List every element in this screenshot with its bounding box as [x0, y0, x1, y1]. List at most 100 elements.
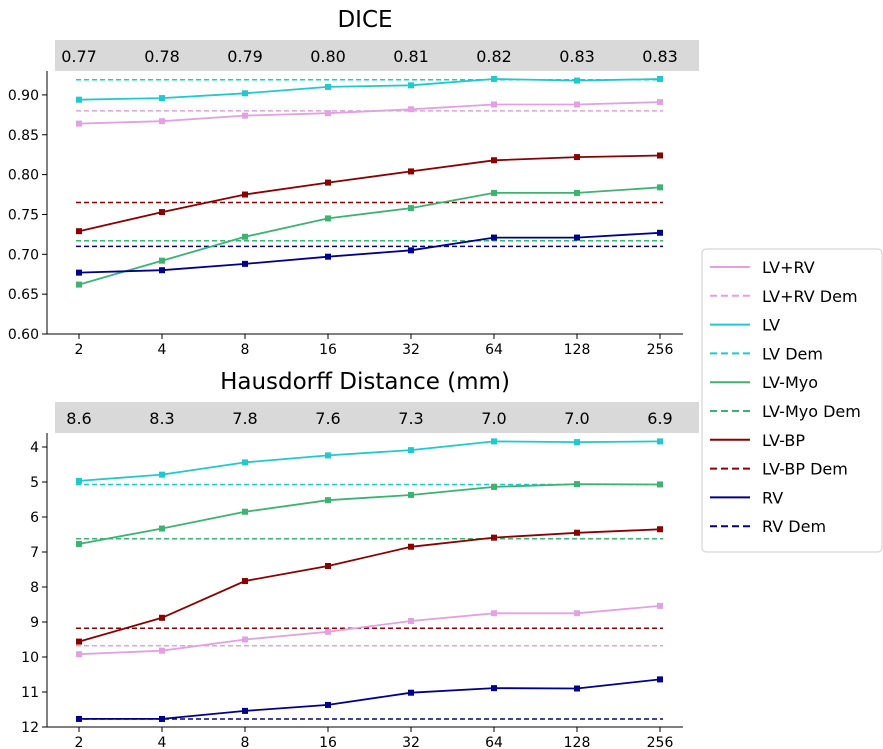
data-point — [657, 481, 663, 488]
series-line — [78, 231, 661, 274]
data-point — [574, 189, 580, 196]
top-label: 8.3 — [149, 409, 174, 428]
data-point — [491, 189, 497, 196]
top-label: 6.9 — [647, 409, 672, 428]
chart-title: Hausdorff Distance (mm) — [220, 369, 510, 395]
data-point — [242, 578, 248, 585]
series-line — [78, 605, 661, 656]
y-tick-label: 0.60 — [8, 327, 39, 343]
y-tick-label: 0.85 — [8, 128, 39, 144]
data-point — [574, 101, 580, 108]
data-point — [159, 525, 165, 532]
series-line — [78, 483, 661, 545]
data-point — [76, 638, 82, 645]
legend-label: LV-Myo — [762, 373, 818, 392]
data-point — [76, 477, 82, 484]
series-line — [78, 78, 661, 101]
y-tick-label: 11 — [21, 685, 39, 701]
top-label: 0.81 — [393, 47, 429, 66]
data-point — [574, 529, 580, 536]
x-tick-label: 16 — [319, 735, 337, 749]
legend-label: RV — [762, 488, 783, 507]
top-label-band — [55, 40, 699, 71]
data-point — [242, 191, 248, 198]
data-point — [325, 215, 331, 222]
chart-title: DICE — [337, 7, 392, 33]
data-point — [491, 534, 497, 541]
x-tick-label: 128 — [564, 735, 591, 749]
legend-label: LV+RV — [762, 258, 815, 277]
y-tick-label: 0.90 — [8, 88, 39, 104]
x-tick-label: 32 — [402, 342, 420, 358]
series-line — [78, 101, 661, 125]
x-tick-label: 4 — [158, 342, 167, 358]
top-label: 0.77 — [61, 47, 97, 66]
data-point — [491, 685, 497, 692]
data-point — [657, 438, 663, 445]
data-point — [242, 636, 248, 643]
series-line — [78, 528, 661, 643]
data-point — [408, 689, 414, 696]
data-point — [76, 540, 82, 547]
data-point — [408, 82, 414, 89]
x-tick-label: 4 — [158, 735, 167, 749]
top-label-band — [55, 402, 699, 433]
data-point — [491, 483, 497, 490]
data-point — [408, 491, 414, 498]
data-point — [242, 508, 248, 515]
legend-label: LV+RV Dem — [762, 287, 858, 306]
x-tick-label: 256 — [647, 342, 674, 358]
data-point — [76, 281, 82, 288]
data-point — [491, 234, 497, 241]
data-point — [159, 118, 165, 125]
chart-panel-2: Hausdorff Distance (mm) 8.6 8.3 7.8 7.6 7.3 7.… — [21, 369, 699, 749]
data-point — [325, 452, 331, 459]
top-label: 0.79 — [227, 47, 263, 66]
data-point — [76, 228, 82, 235]
data-point — [325, 179, 331, 186]
data-point — [242, 707, 248, 714]
data-point — [657, 75, 663, 82]
top-label: 0.80 — [310, 47, 346, 66]
data-point — [657, 184, 663, 191]
top-label: 7.8 — [232, 409, 257, 428]
legend: LV+RV LV+RV Dem LV LV Dem LV-Myo LV-Myo Dem LV… — [701, 248, 883, 553]
data-point — [159, 267, 165, 274]
y-tick-label: 9 — [30, 615, 39, 631]
data-point — [657, 99, 663, 106]
y-tick-label: 0.65 — [8, 287, 39, 303]
data-point — [76, 96, 82, 103]
y-tick-label: 0.80 — [8, 168, 39, 184]
legend-label: LV-Myo Dem — [762, 402, 861, 421]
data-point — [574, 439, 580, 446]
data-point — [76, 651, 82, 658]
data-point — [76, 269, 82, 276]
x-tick-label: 2 — [75, 735, 84, 749]
data-point — [574, 481, 580, 488]
x-tick-label: 64 — [485, 342, 503, 358]
top-label: 7.6 — [315, 409, 340, 428]
data-point — [574, 610, 580, 617]
top-label: 0.78 — [144, 47, 180, 66]
top-label: 0.83 — [642, 47, 678, 66]
data-point — [408, 168, 414, 175]
legend-label: LV-BP — [762, 431, 805, 450]
data-point — [159, 715, 165, 722]
data-point — [657, 602, 663, 609]
y-tick-label: 5 — [30, 475, 39, 491]
data-point — [242, 260, 248, 267]
data-point — [657, 676, 663, 683]
data-point — [325, 701, 331, 708]
top-label: 8.6 — [66, 409, 91, 428]
top-label: 7.0 — [564, 409, 589, 428]
x-tick-label: 256 — [647, 735, 674, 749]
series-line — [79, 678, 661, 720]
top-label: 0.82 — [476, 47, 512, 66]
data-point — [574, 77, 580, 84]
data-point — [159, 647, 165, 654]
data-point — [657, 526, 663, 533]
data-point — [408, 543, 414, 550]
top-label: 0.83 — [559, 47, 595, 66]
chart-panel-1: DICE 0.77 0.78 0.79 0.80 0.81 0.82 0.83 0.83 0.60… — [8, 7, 699, 358]
